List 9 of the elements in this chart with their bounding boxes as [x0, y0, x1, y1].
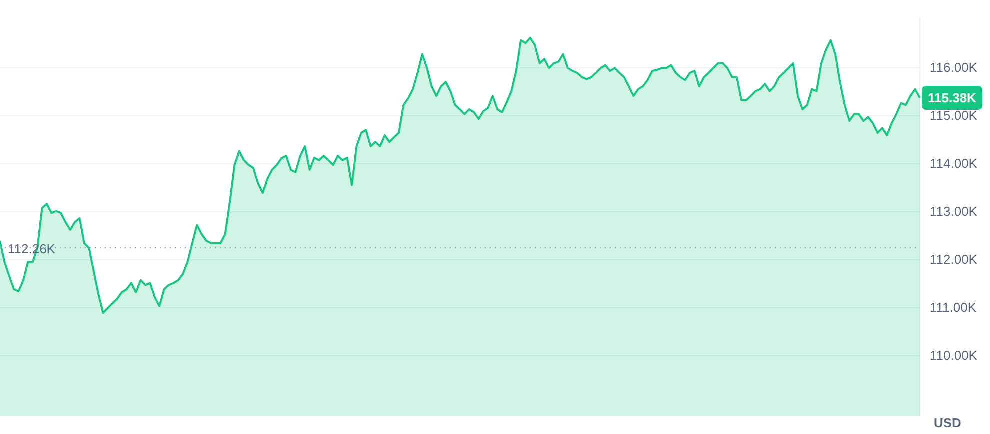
y-tick-label: 112.00K: [930, 252, 978, 267]
y-tick-label: 116.00K: [930, 60, 978, 75]
text: 115.38K: [928, 90, 978, 106]
y-tick-label: 115.00K: [930, 108, 978, 123]
y-tick-label: 113.00K: [930, 204, 978, 219]
y-tick-label: 110.00K: [930, 348, 978, 363]
y-tick-label: 111.00K: [930, 300, 977, 315]
y-tick-label: 114.00K: [930, 156, 978, 171]
y-axis-title: USD: [934, 416, 962, 431]
